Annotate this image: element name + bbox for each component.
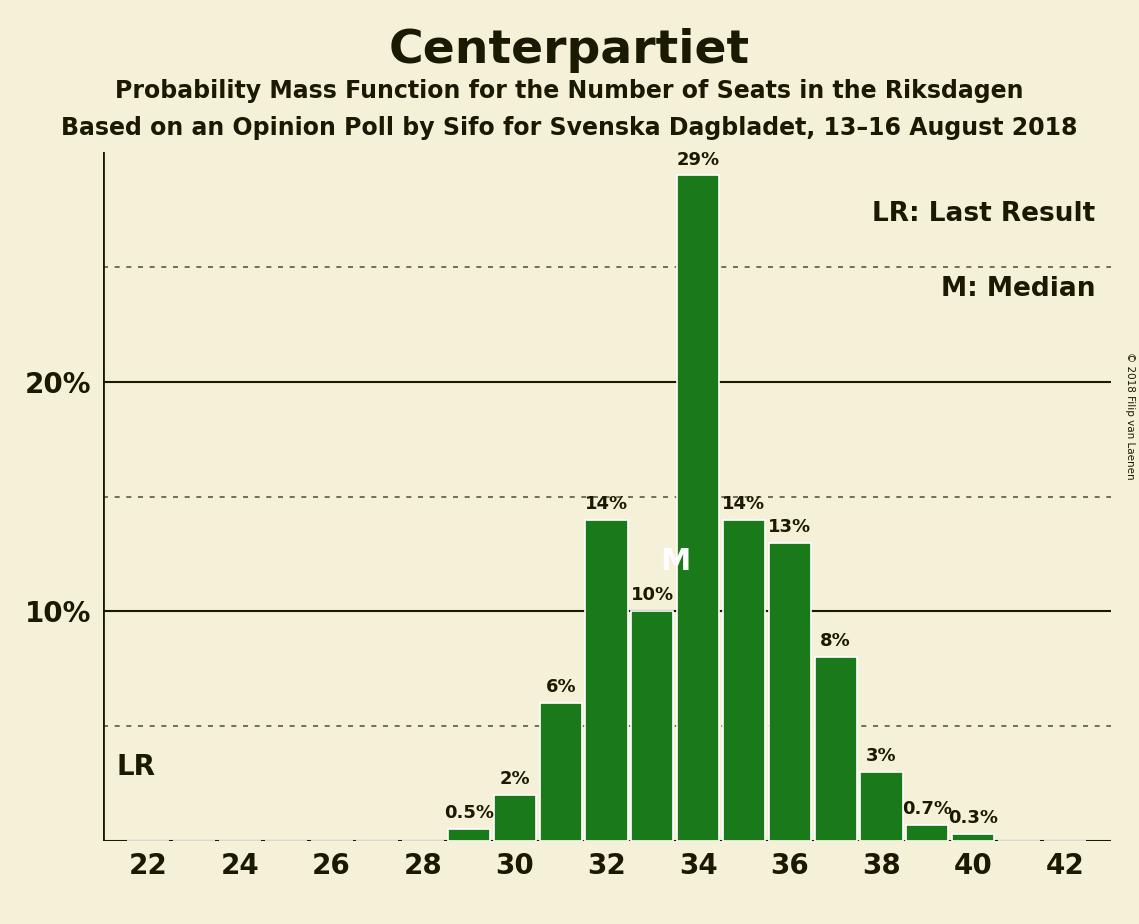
Text: 0.5%: 0.5% xyxy=(444,805,494,822)
Text: 14%: 14% xyxy=(585,494,628,513)
Text: 6%: 6% xyxy=(546,678,576,697)
Text: 0.7%: 0.7% xyxy=(902,800,952,818)
Bar xyxy=(494,795,536,841)
Text: M: Median: M: Median xyxy=(941,276,1096,302)
Text: 13%: 13% xyxy=(768,517,811,536)
Bar xyxy=(540,703,582,841)
Text: © 2018 Filip van Laenen: © 2018 Filip van Laenen xyxy=(1125,352,1134,480)
Text: 0.3%: 0.3% xyxy=(948,809,998,827)
Text: Centerpartiet: Centerpartiet xyxy=(388,28,751,73)
Bar xyxy=(448,830,490,841)
Text: 2%: 2% xyxy=(500,770,530,788)
Text: 14%: 14% xyxy=(722,494,765,513)
Bar xyxy=(952,834,994,841)
Bar xyxy=(907,825,949,841)
Text: LR: Last Result: LR: Last Result xyxy=(872,201,1096,226)
Text: 29%: 29% xyxy=(677,151,720,168)
Bar xyxy=(860,772,902,841)
Bar xyxy=(769,542,811,841)
Bar xyxy=(631,612,673,841)
Text: LR: LR xyxy=(116,753,155,782)
Bar xyxy=(814,657,857,841)
Text: 10%: 10% xyxy=(631,587,674,604)
Text: M: M xyxy=(661,547,690,576)
Bar xyxy=(677,176,719,841)
Text: 8%: 8% xyxy=(820,632,851,650)
Bar xyxy=(723,519,765,841)
Text: Based on an Opinion Poll by Sifo for Svenska Dagbladet, 13–16 August 2018: Based on an Opinion Poll by Sifo for Sve… xyxy=(62,116,1077,140)
Text: Probability Mass Function for the Number of Seats in the Riksdagen: Probability Mass Function for the Number… xyxy=(115,79,1024,103)
Bar xyxy=(585,519,628,841)
Text: 3%: 3% xyxy=(866,748,896,765)
